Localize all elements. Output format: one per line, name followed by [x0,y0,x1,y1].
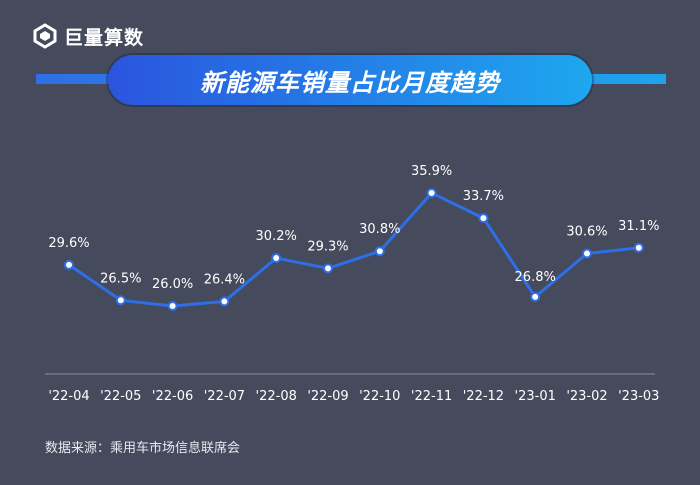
x-tick-label: '22-12 [463,389,504,404]
data-point [323,263,333,274]
data-point [167,301,178,311]
data-label: 26.8% [515,270,556,285]
data-label: 26.5% [100,271,141,286]
data-label: 30.6% [566,224,607,239]
x-tick-label: '22-06 [152,389,193,404]
data-point [633,242,644,253]
x-tick-label: '22-10 [359,389,400,404]
brand: 巨量算数 [32,22,144,50]
data-label: 26.4% [204,272,245,287]
x-tick-label: '22-08 [256,389,297,404]
data-label: 29.3% [307,239,348,254]
x-tick-label: '22-07 [204,389,245,404]
data-label: 33.7% [463,189,504,204]
x-tick-label: '23-01 [515,389,556,404]
x-tick-label: '23-03 [618,389,659,404]
title-pill: 新能源车销量占比月度趋势 [108,55,592,105]
data-label: 30.8% [359,222,400,237]
data-point [271,253,282,264]
logo-icon [33,23,57,49]
x-tick-label: '22-04 [48,389,89,404]
source-note: 数据来源：乘用车市场信息联席会 [45,441,241,456]
brand-name: 巨量算数 [64,26,145,49]
data-point [374,246,385,257]
data-point [582,248,592,259]
data-point [478,213,489,224]
x-tick-label: '23-02 [566,389,607,404]
data-point [115,295,126,306]
data-label: 29.6% [48,236,89,251]
chart-title: 新能源车销量占比月度趋势 [200,68,500,97]
series-line [68,191,639,308]
data-label: 35.9% [411,164,452,179]
data-point [64,259,74,270]
x-tick-label: '22-09 [307,389,348,404]
data-label: 30.2% [256,229,297,244]
data-point [530,291,541,302]
data-point [426,188,437,198]
data-label: 26.0% [152,277,193,292]
data-point [219,296,230,307]
data-label: 31.1% [618,219,659,234]
x-tick-label: '22-05 [100,389,141,404]
x-tick-label: '22-11 [411,389,452,404]
